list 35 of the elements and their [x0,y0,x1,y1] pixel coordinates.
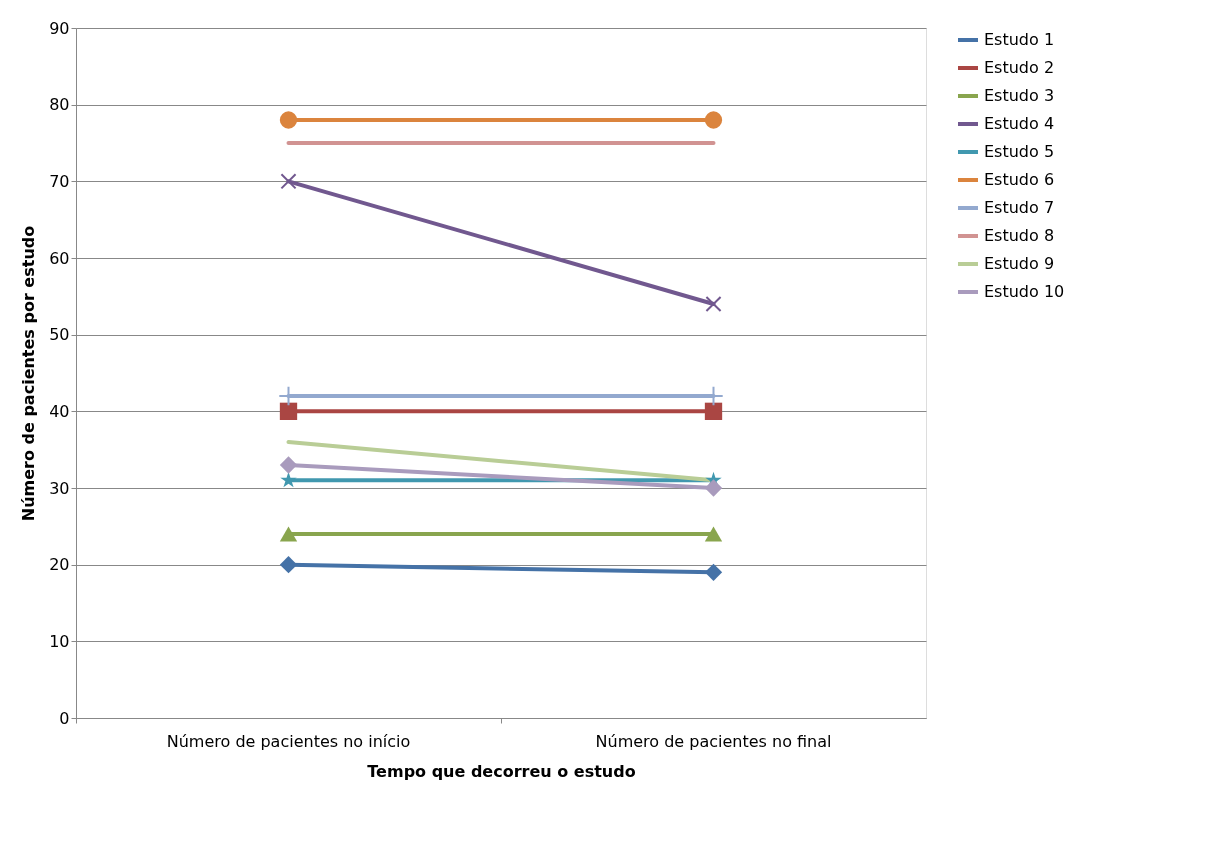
point [705,295,722,313]
point [279,556,298,574]
legend-label: Estudo 8 [984,226,1055,245]
y-axis-title: Número de pacientes por estudo [19,225,39,522]
legend-label: Estudo 9 [984,254,1055,273]
point [704,402,723,420]
point [279,111,298,129]
y-tick-label: 40 [49,401,70,421]
legend-label: Estudo 6 [984,170,1055,189]
legend-label: Estudo 3 [984,86,1055,105]
y-tick-label: 60 [49,248,70,268]
point [280,471,297,488]
legend-label: Estudo 7 [984,198,1055,217]
point [704,479,723,497]
y-tick-label: 70 [49,171,70,191]
legend-label: Estudo 4 [984,114,1055,133]
point [280,173,297,190]
y-tick-label: 30 [49,478,70,498]
y-tick-label: 80 [49,95,70,115]
x-tick-label: Número de pacientes no final [595,731,832,751]
y-tick-label: 50 [49,325,70,345]
x-axis-title: Tempo que decorreu o estudo [367,761,636,781]
y-tick-label: 10 [49,631,70,651]
point [279,456,298,474]
y-tick-label: 20 [49,555,70,575]
point [704,563,723,581]
legend-label: Estudo 10 [984,282,1065,301]
legend-label: Estudo 5 [984,142,1055,161]
point [704,111,723,129]
x-tick-label: Número de pacientes no início [166,731,411,751]
y-tick-label: 0 [59,708,70,728]
point [279,402,298,420]
legend-label: Estudo 1 [984,30,1055,49]
legend-label: Estudo 2 [984,58,1055,77]
y-tick-label: 90 [49,18,70,38]
